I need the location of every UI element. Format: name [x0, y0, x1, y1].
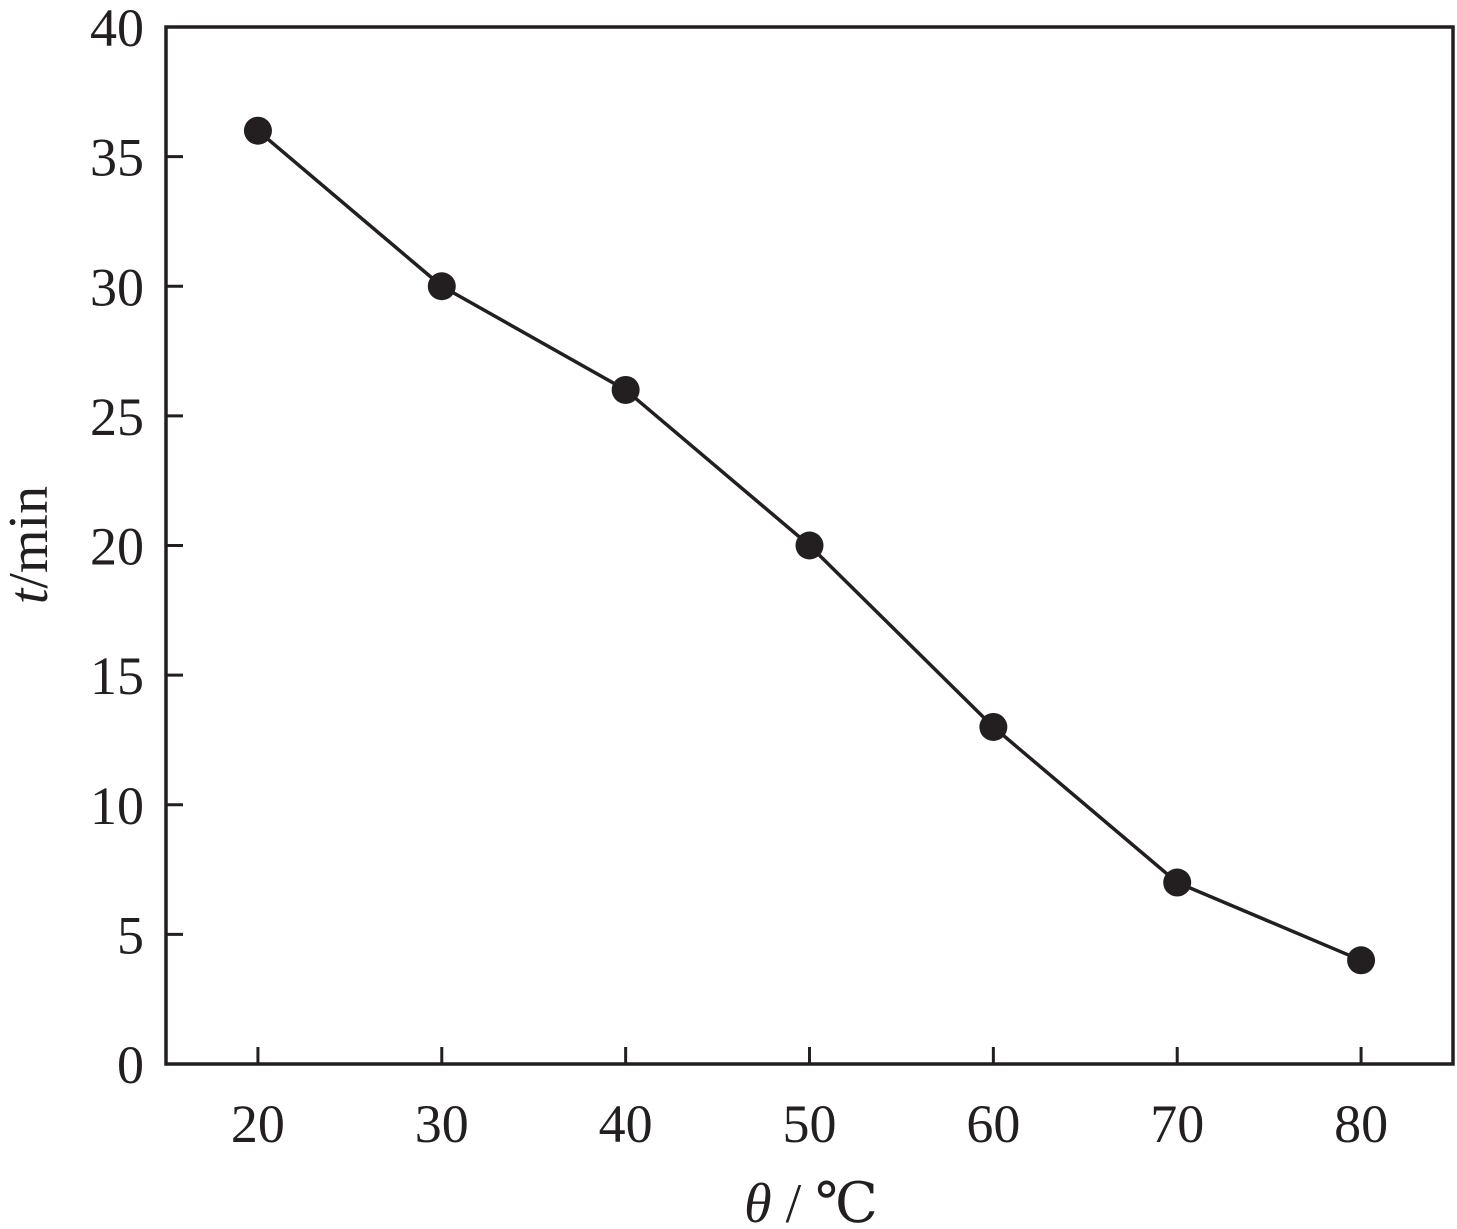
y-tick-label: 40	[90, 0, 144, 58]
data-point-marker	[979, 712, 1008, 741]
data-point-marker	[243, 116, 272, 145]
x-tick-label: 70	[1150, 1094, 1204, 1154]
y-axis-label: t/min	[0, 486, 60, 604]
x-tick-label: 30	[415, 1094, 469, 1154]
y-axis-ticks: 0 5 10 15 20 25 30 35 40	[90, 0, 183, 1095]
y-tick-label: 10	[90, 776, 144, 836]
data-point-marker	[1163, 868, 1192, 897]
series-group	[243, 116, 1376, 975]
x-axis-label: θ / ℃	[744, 1173, 878, 1229]
x-axis-unit: / ℃	[772, 1173, 878, 1229]
y-tick-label: 0	[117, 1035, 144, 1095]
x-tick-label: 80	[1334, 1094, 1388, 1154]
y-tick-label: 15	[90, 646, 144, 706]
y-tick-label: 30	[90, 257, 144, 317]
data-point-marker	[611, 375, 640, 404]
data-point-marker	[1347, 946, 1376, 975]
data-point-marker	[427, 272, 456, 301]
data-point-marker	[795, 531, 824, 560]
x-tick-label: 40	[599, 1094, 653, 1154]
y-tick-label: 35	[90, 128, 144, 188]
x-axis-ticks: 20 30 40 50 60 70 80	[231, 1047, 1388, 1154]
y-tick-label: 20	[90, 517, 144, 577]
x-tick-label: 50	[783, 1094, 837, 1154]
y-axis-variable: t	[0, 587, 60, 604]
y-tick-label: 25	[90, 387, 144, 447]
x-tick-label: 20	[231, 1094, 285, 1154]
x-tick-label: 60	[966, 1094, 1020, 1154]
x-axis-variable: θ	[744, 1173, 772, 1229]
y-tick-label: 5	[117, 905, 144, 965]
y-axis-unit: /min	[0, 486, 60, 589]
